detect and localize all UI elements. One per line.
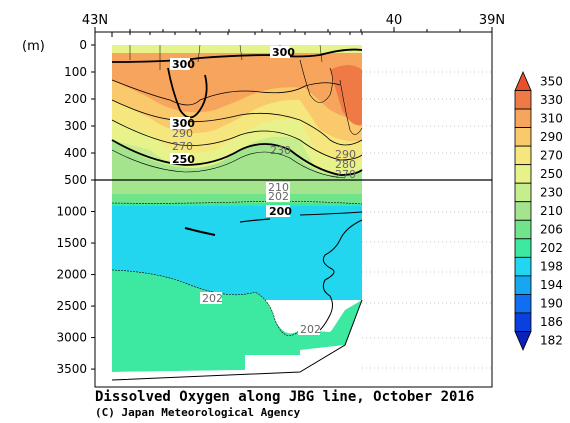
colorbar-label: 310 (540, 111, 563, 125)
colorbar-label: 210 (540, 204, 563, 218)
contour-label: 280 (335, 158, 356, 171)
depth-axis: 0 100 200 300 400 500 1000 1500 2000 2500 3000 3500 (56, 38, 95, 376)
depth-gridlines (362, 71, 492, 369)
colorbar-label: 182 (540, 334, 563, 348)
contour-label: 300 (172, 58, 195, 71)
y-tick-label: 500 (64, 173, 87, 187)
y-tick-label: 200 (64, 92, 87, 106)
colorbar-swatch (514, 90, 532, 110)
colorbar-swatch (514, 293, 532, 314)
y-tick-label: 2500 (56, 299, 87, 313)
colorbar-label: 270 (540, 148, 563, 162)
lower-panel-fills (112, 180, 362, 388)
colorbar-swatch (514, 70, 532, 91)
colorbar-swatch (514, 182, 532, 203)
contour-label: 200 (269, 205, 292, 218)
lower-panel-contours (111, 201, 363, 381)
contour-label: 230 (270, 144, 291, 157)
y-tick-label: 300 (64, 119, 87, 133)
colorbar-label: 194 (540, 278, 563, 292)
colorbar-label: 230 (540, 185, 563, 199)
colorbar-swatch (514, 108, 532, 128)
colorbar-swatch (514, 312, 532, 332)
colorbar-swatch (514, 331, 532, 352)
contour-label: 290 (172, 127, 193, 140)
contour-labels: 300 300 300 290 270 250 230 290 280 270 … (170, 46, 356, 336)
y-tick-label: 400 (64, 146, 87, 160)
colorbar-label: 206 (540, 223, 563, 237)
y-tick-label: 0 (79, 38, 87, 52)
colorbar-label: 190 (540, 297, 563, 311)
lat-label-39n: 39N (479, 13, 505, 28)
colorbar-swatch (514, 219, 532, 240)
colorbar-swatch (514, 127, 532, 147)
contour-label: 202 (202, 292, 223, 305)
colorbar: 350 330 310 290 270 250 230 210 206 202 198 194 190 1… (514, 70, 563, 352)
colorbar-swatch (514, 164, 532, 184)
contour-label: 300 (272, 46, 295, 59)
y-tick-label: 2000 (56, 268, 87, 282)
colorbar-label: 250 (540, 167, 563, 181)
colorbar-label: 330 (540, 93, 563, 107)
depth-units-label: (m) (22, 39, 45, 54)
lat-label-40: 40 (386, 13, 403, 28)
contour-label: 300 (172, 117, 195, 130)
top-axis: 43N 40 39N (82, 13, 505, 37)
contour-label: 270 (335, 168, 356, 181)
chart-credit: (C) Japan Meteorological Agency (95, 406, 301, 419)
colorbar-label: 202 (540, 241, 563, 255)
y-tick-label: 100 (64, 65, 87, 79)
colorbar-swatch (514, 256, 532, 277)
y-tick-label: 1500 (56, 236, 87, 250)
contour-label: 250 (172, 153, 195, 166)
lat-label-43n: 43N (82, 13, 108, 28)
y-tick-label: 3500 (56, 362, 87, 376)
colorbar-label: 198 (540, 260, 563, 274)
colorbar-swatch (514, 238, 532, 258)
contour-label: 202 (300, 323, 321, 336)
colorbar-label: 290 (540, 130, 563, 144)
colorbar-swatch (514, 275, 532, 295)
colorbar-label: 186 (540, 315, 563, 329)
chart-title: Dissolved Oxygen along JBG line, October… (95, 389, 474, 405)
colorbar-swatch (514, 145, 532, 166)
colorbar-label: 350 (540, 74, 563, 88)
y-tick-label: 3000 (56, 331, 87, 345)
contour-label: 290 (335, 148, 356, 161)
y-tick-label: 1000 (56, 205, 87, 219)
colorbar-swatch (514, 201, 532, 221)
contour-label: 202 (268, 190, 289, 203)
contour-label: 270 (172, 140, 193, 153)
contour-label: 210 (268, 181, 289, 194)
